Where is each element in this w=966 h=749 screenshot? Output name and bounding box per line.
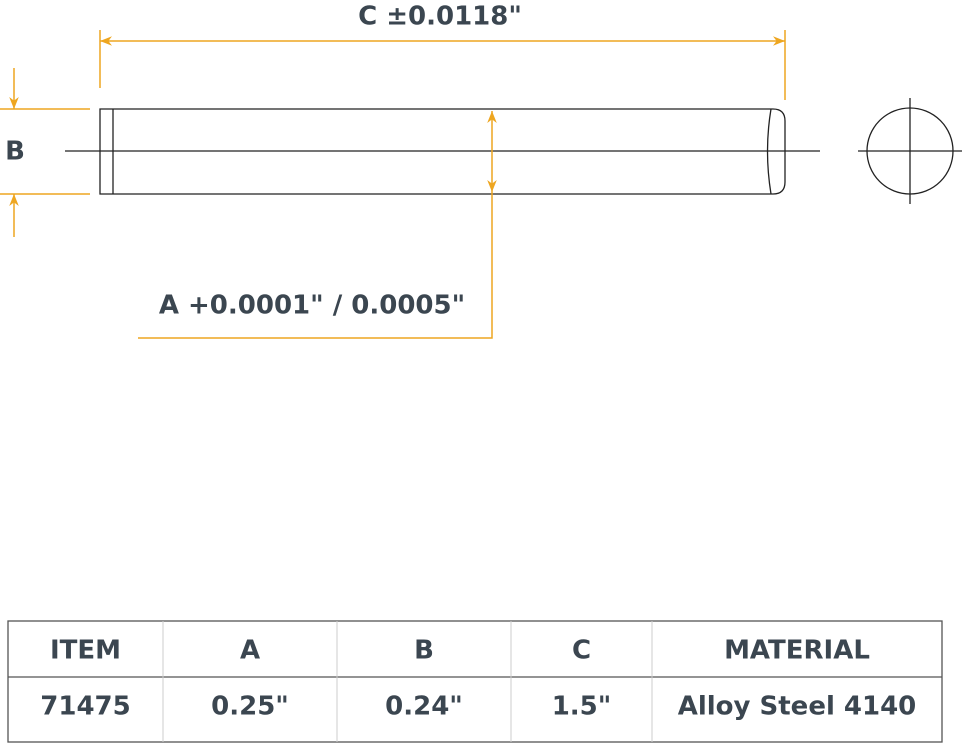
- a-dimension: A +0.0001" / 0.0005": [138, 111, 497, 339]
- table-cell: 1.5": [552, 692, 612, 722]
- header-cell: MATERIAL: [724, 636, 870, 666]
- spec-table: ITEM A B C MATERIAL 71475 0.25" 0.24" 1.5" Alloy …: [7, 620, 943, 743]
- table-cell: 0.25": [211, 692, 289, 722]
- end-view: [858, 98, 962, 204]
- header-cell: C: [572, 636, 591, 666]
- b-dimension: B: [0, 68, 90, 237]
- header-cell: ITEM: [50, 636, 121, 666]
- table-cell: 0.24": [385, 692, 463, 722]
- header-cell: A: [240, 636, 260, 666]
- header-cell: B: [414, 636, 434, 666]
- dimension-label: C ±0.0118": [358, 2, 522, 32]
- c-dimension: C ±0.0118": [99, 2, 786, 100]
- dimension-label: A +0.0001" / 0.0005": [159, 291, 465, 321]
- table-cell: Alloy Steel 4140: [678, 692, 917, 722]
- table-cell: 71475: [40, 692, 130, 722]
- pin: [65, 108, 820, 195]
- dimension-label: B: [5, 137, 25, 167]
